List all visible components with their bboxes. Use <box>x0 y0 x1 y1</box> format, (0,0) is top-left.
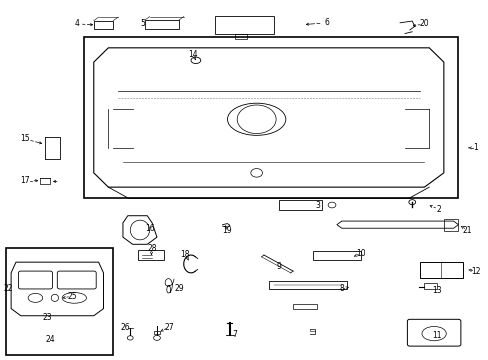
Bar <box>292 304 317 309</box>
Text: 17: 17 <box>20 176 29 185</box>
Text: 22: 22 <box>4 284 13 293</box>
Text: 1: 1 <box>472 143 477 152</box>
Bar <box>312 251 361 260</box>
Bar <box>94 21 113 28</box>
Text: 26: 26 <box>121 323 130 332</box>
Text: 16: 16 <box>144 224 154 233</box>
Bar <box>144 20 179 29</box>
Text: 27: 27 <box>164 323 174 332</box>
Bar <box>268 281 346 289</box>
Text: 3: 3 <box>314 201 319 210</box>
Bar <box>215 16 273 33</box>
Text: 24: 24 <box>45 335 55 344</box>
Text: 25: 25 <box>67 292 77 301</box>
Text: 23: 23 <box>42 313 52 322</box>
Bar <box>154 331 160 334</box>
Text: 7: 7 <box>232 330 237 339</box>
Text: 29: 29 <box>174 284 183 293</box>
Text: 11: 11 <box>431 331 440 340</box>
Text: 21: 21 <box>462 225 471 234</box>
Text: 12: 12 <box>470 267 479 276</box>
Bar <box>443 219 458 231</box>
Text: 28: 28 <box>147 244 157 253</box>
Text: 10: 10 <box>356 249 365 258</box>
Text: 4: 4 <box>74 19 79 28</box>
Text: 19: 19 <box>222 226 232 235</box>
Bar <box>419 262 462 278</box>
Text: 15: 15 <box>20 134 29 143</box>
Text: 8: 8 <box>339 284 344 293</box>
Bar <box>278 200 322 210</box>
Bar <box>84 37 458 198</box>
Bar <box>424 283 436 289</box>
Text: 6: 6 <box>324 18 329 27</box>
Bar <box>6 248 113 355</box>
Text: 13: 13 <box>431 285 441 294</box>
Text: 20: 20 <box>419 19 428 28</box>
Text: 18: 18 <box>180 250 189 259</box>
Text: 2: 2 <box>436 205 441 214</box>
Bar <box>137 249 164 260</box>
Text: 5: 5 <box>140 19 144 28</box>
Bar <box>234 33 246 39</box>
Text: 14: 14 <box>188 50 198 59</box>
Text: 9: 9 <box>276 262 281 271</box>
